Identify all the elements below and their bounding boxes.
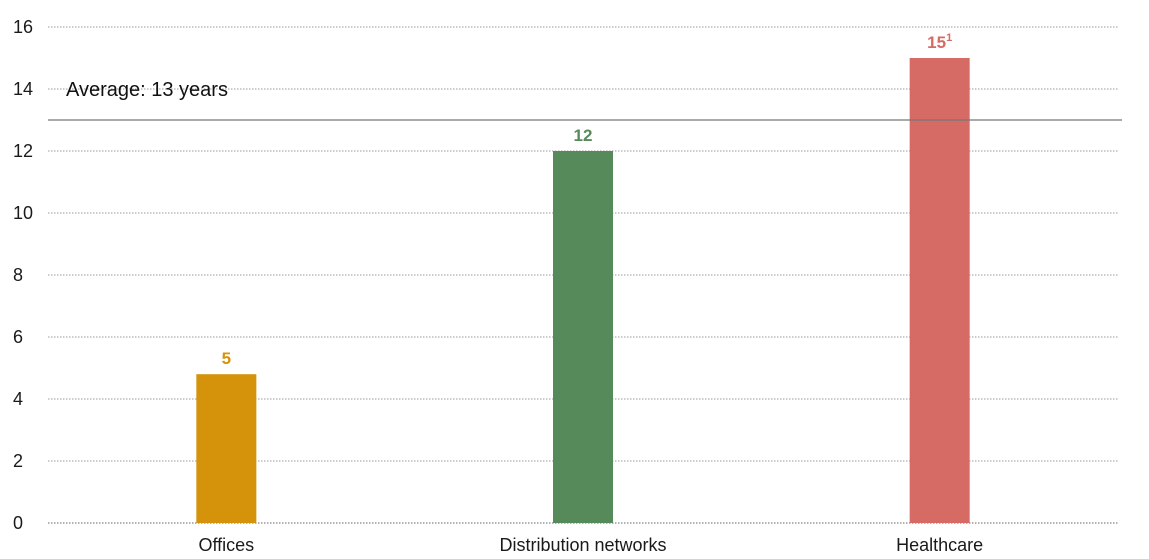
average-label: Average: 13 years: [66, 79, 228, 101]
data-label: 151: [927, 32, 952, 52]
y-tick-label: 2: [13, 451, 23, 471]
y-tick-label: 6: [13, 327, 23, 347]
bar: [553, 151, 613, 523]
y-axis-tick-labels: 0 2 4 6 8 10 12 14 16: [13, 17, 33, 533]
bars: [196, 58, 970, 523]
data-label: 12: [574, 126, 593, 145]
y-tick-label: 14: [13, 79, 33, 99]
bar: [196, 374, 257, 523]
y-tick-label: 0: [13, 513, 23, 533]
y-tick-label: 4: [13, 389, 23, 409]
y-tick-label: 10: [13, 203, 33, 223]
x-axis-category-labels: Offices Distribution networks Healthcare: [198, 535, 983, 555]
category-label: Offices: [198, 535, 254, 555]
y-tick-label: 12: [13, 141, 33, 161]
category-label: Healthcare: [896, 535, 983, 555]
y-tick-label: 16: [13, 17, 33, 37]
category-label: Distribution networks: [499, 535, 666, 555]
data-labels: 5 12 151: [222, 32, 953, 368]
data-label: 5: [222, 349, 231, 368]
y-tick-label: 8: [13, 265, 23, 285]
bar: [909, 58, 970, 523]
